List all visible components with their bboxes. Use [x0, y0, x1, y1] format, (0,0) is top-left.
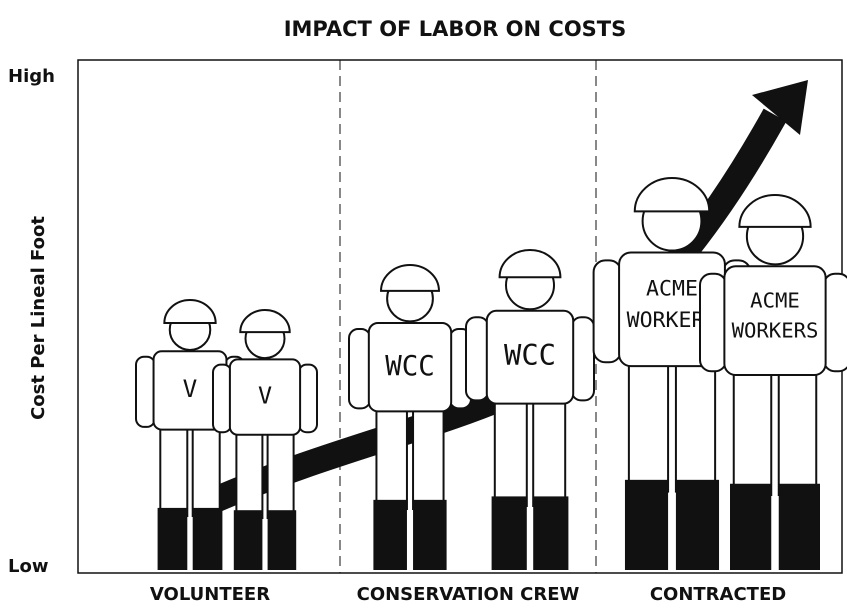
helmet: [738, 194, 812, 228]
boot: [730, 483, 772, 570]
torso: [485, 309, 575, 405]
worker: WCC: [348, 264, 472, 570]
leg: [412, 404, 445, 510]
shirt-text: V: [258, 382, 272, 410]
leg: [191, 423, 221, 518]
boot: [192, 507, 223, 570]
boot: [624, 479, 669, 570]
shirt-text: WCC: [504, 338, 556, 372]
arm: [348, 328, 372, 410]
shirt-text: WCC: [385, 351, 435, 382]
leg: [777, 366, 818, 496]
leg: [674, 357, 717, 493]
leg: [159, 423, 189, 518]
helmet: [633, 177, 711, 213]
worker: WCC: [465, 249, 595, 570]
boot: [533, 496, 569, 570]
arm: [592, 259, 623, 364]
column-label: CONSERVATION CREW: [357, 584, 580, 605]
boot: [157, 507, 188, 570]
arm: [570, 316, 595, 402]
column-label: CONTRACTED: [650, 584, 786, 605]
boot: [778, 483, 820, 570]
high-label: High: [8, 66, 55, 87]
leg: [375, 404, 408, 510]
shirt-text: V: [183, 374, 198, 403]
low-label: Low: [8, 556, 48, 577]
helmet: [163, 299, 217, 324]
torso: [367, 321, 453, 413]
arm: [465, 316, 490, 402]
shirt-text: ACME: [646, 277, 698, 302]
worker: V: [135, 299, 246, 570]
leg: [732, 366, 773, 496]
arm: [822, 272, 847, 373]
boot: [233, 510, 263, 570]
shirt-text: WORKERS: [732, 319, 819, 343]
boot: [267, 510, 297, 570]
boot: [373, 499, 407, 570]
y-axis-label: Cost Per Lineal Foot: [28, 216, 49, 420]
boot: [675, 479, 720, 570]
torso: [723, 265, 827, 376]
torso: [228, 358, 302, 436]
helmet: [380, 264, 440, 292]
arrow-head: [752, 80, 808, 135]
leg: [493, 396, 528, 508]
leg: [627, 357, 670, 493]
worker: V: [212, 309, 318, 570]
leg: [532, 396, 567, 508]
title: IMPACT OF LABOR ON COSTS: [284, 17, 627, 41]
helmet: [498, 249, 562, 279]
shirt-text: ACME: [750, 289, 800, 313]
helmet: [239, 309, 291, 334]
arm: [699, 272, 728, 373]
arm: [297, 363, 318, 434]
leg: [235, 428, 264, 520]
arm: [212, 363, 233, 434]
boot: [491, 496, 527, 570]
leg: [266, 428, 295, 520]
column-label: VOLUNTEER: [150, 584, 270, 605]
worker: ACME WORKERS: [699, 194, 847, 570]
boot: [413, 499, 447, 570]
arm: [135, 355, 156, 428]
